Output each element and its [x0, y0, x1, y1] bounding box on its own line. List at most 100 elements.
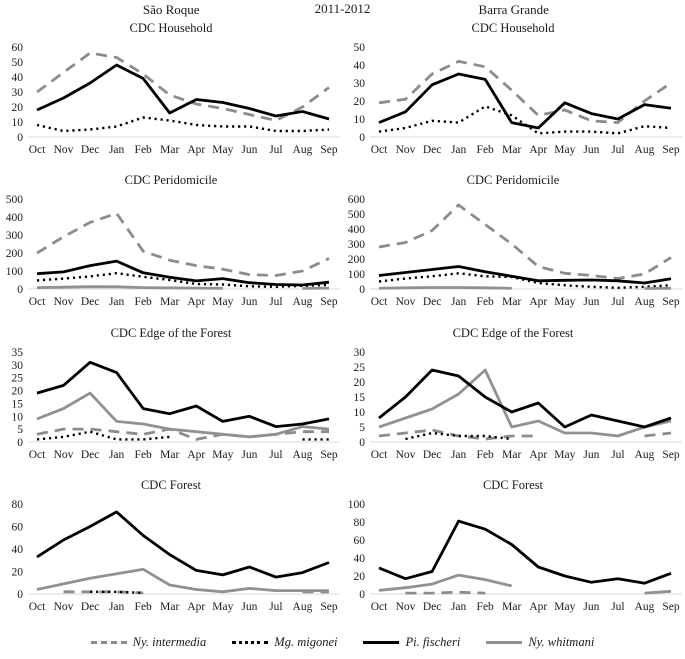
y-tick-label: 25: [12, 372, 24, 384]
chart-title: CDC Peridomicile: [466, 173, 560, 188]
x-tick-label: Aug: [293, 144, 313, 156]
series-line-whitmani: [36, 567, 329, 593]
y-tick-label: 10: [354, 114, 366, 126]
x-tick-label: Mar: [160, 296, 179, 308]
series-line-migonei: [405, 431, 512, 440]
chart-canvas-barra-grande-forest: 0 20 40 60 80 100 Oct Nov Dec Jan Feb Mar Apr May Jun J…: [348, 499, 682, 613]
chart-title: CDC Household: [129, 21, 213, 35]
series-line-whitmani: [378, 368, 672, 437]
y-tick-label: 40: [12, 72, 24, 84]
x-tick-label: Jun: [241, 144, 257, 156]
chart-cell-sao-roque-peridomicile: CDC Peridomicile 0 100 200 300 400 500 Oct Nov D…: [0, 172, 342, 324]
x-tick-label: Oct: [29, 601, 46, 613]
x-tick-label: Dec: [81, 601, 100, 613]
series-line-intermedia: [378, 203, 672, 281]
series-line-intermedia: [378, 59, 672, 124]
x-tick-label: Dec: [423, 144, 442, 156]
y-tick-label: 100: [348, 499, 366, 511]
chart-canvas-sao-roque-peridomicile: 0 100 200 300 400 500 Oct Nov Dec Jan Feb Mar Apr May…: [6, 194, 340, 308]
chart-canvas-barra-grande-peridomicile: 0 100 200 300 400 500 600 Oct Nov Dec Jan Feb Mar Apr…: [348, 194, 682, 308]
x-tick-label: Sep: [662, 601, 680, 613]
x-tick-label: Mar: [160, 601, 179, 613]
x-tick-label: Nov: [54, 601, 74, 613]
x-tick-label: Nov: [54, 296, 74, 308]
x-tick-label: Sep: [320, 144, 338, 156]
chart-canvas-barra-grande-edge-forest: 0 5 10 15 20 25 30 Oct Nov Dec Jan Feb Mar Apr May Jun J…: [354, 347, 682, 461]
solid-black-line-swatch-icon: [363, 640, 400, 644]
y-tick-label: 20: [12, 566, 24, 578]
chart-title: CDC Household: [471, 21, 555, 35]
x-tick-label: Mar: [502, 296, 521, 308]
y-tick-label: 0: [17, 284, 23, 296]
x-tick-label: Feb: [135, 144, 153, 156]
x-tick-label: May: [554, 144, 575, 156]
x-tick-label: Nov: [396, 296, 416, 308]
chart-title: CDC Forest: [482, 477, 544, 492]
x-tick-label: Dec: [81, 449, 100, 461]
location-title-sao-roque: São Roque: [142, 2, 200, 17]
x-tick-label: Aug: [293, 296, 313, 308]
y-tick-label: 400: [6, 212, 24, 224]
x-tick-label: Jul: [611, 601, 624, 613]
chart-cell-barra-grande-household: CDC Household 0 10 20 30 40 50 Oct Nov Dec Jan Feb…: [342, 20, 684, 172]
y-tick-label: 80: [12, 499, 24, 511]
series-line-fischeri: [378, 368, 672, 428]
chart-cell-barra-grande-peridomicile: CDC Peridomicile 0 100 200 300 400 500 600 Oct N…: [342, 172, 684, 324]
figure-header: São Roque 2011-2012 Barra Grande: [0, 1, 685, 20]
x-tick-label: Apr: [187, 296, 205, 308]
series-line-fischeri: [378, 265, 672, 285]
x-tick-label: Jan: [109, 144, 125, 156]
series-line-fischeri: [36, 360, 330, 428]
series-line-fischeri: [36, 63, 330, 121]
x-tick-label: Aug: [635, 144, 655, 156]
series-line-migonei: [36, 272, 330, 289]
y-tick-label: 15: [12, 398, 24, 410]
x-tick-label: Jan: [109, 449, 125, 461]
x-tick-label: Jun: [241, 601, 257, 613]
x-tick-label: Aug: [293, 449, 313, 461]
y-tick-label: 100: [6, 266, 24, 278]
y-tick-label: 500: [348, 209, 366, 221]
x-tick-label: Sep: [320, 296, 338, 308]
x-tick-label: Dec: [81, 144, 100, 156]
y-tick-label: 25: [354, 362, 366, 374]
series-line-intermedia: [36, 212, 330, 278]
x-tick-label: Jun: [241, 449, 257, 461]
series-line-intermedia: [644, 431, 672, 437]
y-tick-label: 600: [348, 194, 366, 206]
x-tick-label: Jul: [269, 449, 282, 461]
x-tick-label: Sep: [662, 296, 680, 308]
x-tick-label: Dec: [423, 296, 442, 308]
y-tick-label: 40: [354, 60, 366, 72]
x-tick-label: Mar: [160, 144, 179, 156]
x-tick-label: Jul: [269, 601, 282, 613]
x-tick-label: Jan: [109, 601, 125, 613]
series-line-migonei: [36, 116, 330, 133]
series-line-migonei: [378, 105, 672, 135]
y-tick-label: 5: [17, 424, 23, 436]
y-tick-label: 100: [348, 269, 366, 281]
y-tick-label: 60: [354, 535, 366, 547]
legend: Ny. intermedia Mg. migonei Pi. fischeri …: [0, 629, 685, 655]
y-tick-label: 40: [354, 553, 366, 565]
legend-item-migonei: Mg. migonei: [232, 635, 337, 650]
x-tick-label: Aug: [635, 601, 655, 613]
x-tick-label: Oct: [29, 296, 46, 308]
x-tick-label: May: [554, 601, 575, 613]
series-line-intermedia: [378, 428, 539, 440]
y-tick-label: 20: [12, 385, 24, 397]
chart-canvas-sao-roque-household: 0 10 20 30 40 50 60 Oct Nov Dec Jan Feb Mar Apr May Jun…: [12, 42, 340, 156]
y-tick-label: 50: [12, 57, 24, 69]
x-tick-label: Oct: [371, 296, 388, 308]
series-line-migonei: [378, 272, 672, 290]
series-line-fischeri: [36, 259, 330, 287]
x-tick-label: Jul: [269, 296, 282, 308]
y-tick-label: 5: [359, 422, 365, 434]
x-tick-label: Feb: [477, 601, 495, 613]
dotted-line-swatch-icon: [232, 640, 269, 644]
legend-label: Mg. migonei: [274, 634, 338, 649]
y-tick-label: 60: [12, 42, 24, 54]
x-tick-label: Mar: [502, 601, 521, 613]
x-tick-label: Jan: [451, 144, 467, 156]
